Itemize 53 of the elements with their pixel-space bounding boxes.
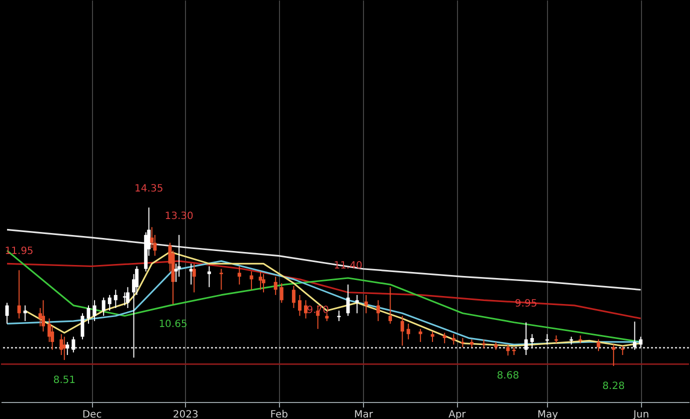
candlestick	[418, 328, 422, 342]
candlestick	[292, 285, 296, 309]
candlestick	[406, 323, 410, 340]
candlestick	[23, 304, 27, 322]
candlestick	[250, 270, 254, 290]
candlestick	[442, 332, 446, 344]
candlestick	[92, 300, 96, 322]
candlestick	[207, 266, 211, 288]
x-tick-label: Feb	[270, 410, 288, 419]
candlestick	[114, 289, 118, 309]
candlestick	[280, 282, 284, 304]
candlestick	[400, 315, 404, 346]
candlestick	[612, 344, 616, 366]
candlestick	[355, 294, 359, 314]
candlestick	[638, 336, 642, 348]
candlestick	[632, 321, 636, 350]
candlestick	[376, 300, 380, 322]
candlestick	[596, 338, 600, 352]
candlestick	[86, 304, 90, 324]
annotation: 8.28	[602, 380, 625, 392]
candlestick	[41, 300, 45, 332]
candlestick	[72, 336, 76, 353]
annotation: 8.68	[496, 370, 520, 382]
candlestick	[80, 312, 84, 340]
candlestick	[126, 286, 130, 309]
candlestick	[258, 270, 262, 290]
candlestick	[364, 294, 368, 314]
candlestick	[66, 341, 70, 356]
candlestick	[5, 302, 9, 324]
candlestick	[17, 270, 21, 319]
annotation: 13.30	[164, 210, 194, 222]
candlestick	[192, 263, 196, 293]
annotation: 14.35	[134, 184, 164, 195]
candlestick	[460, 338, 464, 348]
candlestick	[452, 334, 456, 346]
candlestick	[530, 334, 534, 348]
candlestick	[60, 334, 64, 356]
candlestick	[524, 322, 528, 356]
x-tick-label: 2023	[172, 410, 198, 419]
candlestick	[346, 284, 350, 316]
annotation: 10.65	[158, 319, 188, 330]
annotation: 8.51	[53, 374, 76, 386]
candlestick	[506, 344, 510, 356]
candlestick	[102, 297, 106, 316]
x-tick-label: Mar	[354, 410, 374, 419]
candlestick	[274, 276, 278, 296]
candlestick	[108, 294, 112, 312]
candlestick	[430, 331, 434, 342]
candlestick	[304, 300, 308, 319]
candlestick	[388, 286, 392, 324]
x-tick-label: Dec	[82, 410, 102, 419]
candlestick	[298, 294, 302, 316]
candlestick	[620, 345, 624, 356]
